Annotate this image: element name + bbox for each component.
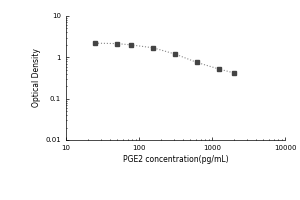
X-axis label: PGE2 concentration(pg/mL): PGE2 concentration(pg/mL): [123, 155, 228, 164]
Y-axis label: Optical Density: Optical Density: [32, 49, 41, 107]
